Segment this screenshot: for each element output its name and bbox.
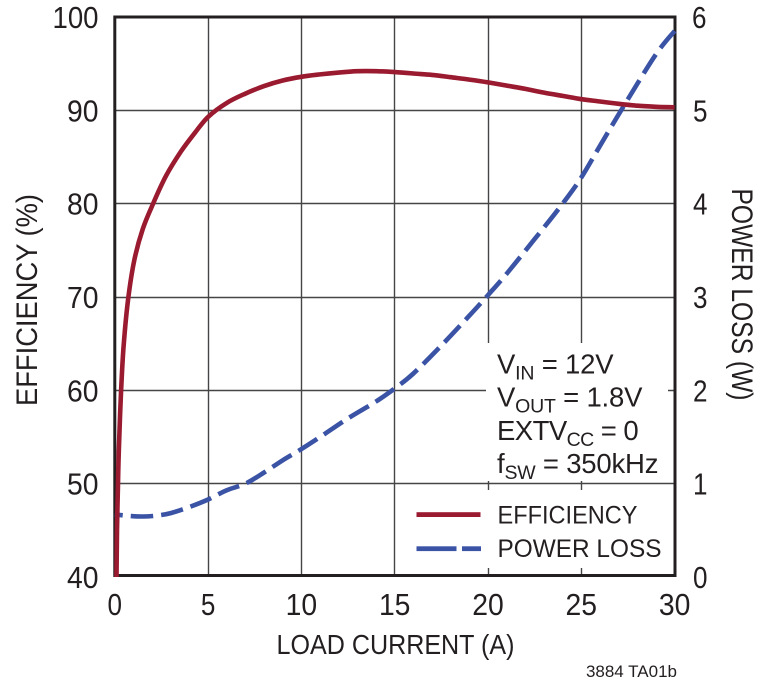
svg-text:20: 20 <box>472 587 504 622</box>
svg-text:40: 40 <box>67 560 99 595</box>
svg-text:100: 100 <box>53 0 99 35</box>
svg-text:6: 6 <box>692 0 707 35</box>
svg-text:5: 5 <box>693 93 708 128</box>
svg-text:0: 0 <box>108 587 123 622</box>
svg-text:70: 70 <box>67 280 99 315</box>
svg-text:fSW = 350kHz: fSW = 350kHz <box>497 448 658 484</box>
svg-text:50: 50 <box>67 467 99 502</box>
svg-text:VIN = 12V: VIN = 12V <box>497 349 614 385</box>
svg-text:1: 1 <box>693 467 708 502</box>
svg-text:5: 5 <box>201 587 216 622</box>
svg-text:90: 90 <box>67 93 99 128</box>
svg-text:LOAD CURRENT (A): LOAD CURRENT (A) <box>277 629 515 660</box>
svg-text:80: 80 <box>67 187 99 222</box>
svg-text:EFFICIENCY: EFFICIENCY <box>498 502 638 530</box>
svg-text:15: 15 <box>379 587 411 622</box>
svg-text:POWER LOSS: POWER LOSS <box>498 535 662 563</box>
svg-text:4: 4 <box>693 187 708 222</box>
svg-text:3884 TA01b: 3884 TA01b <box>586 662 677 681</box>
svg-text:30: 30 <box>659 587 691 622</box>
svg-text:3: 3 <box>693 280 708 315</box>
svg-text:2: 2 <box>693 373 708 408</box>
svg-text:POWER LOSS (W): POWER LOSS (W) <box>725 189 758 401</box>
svg-text:25: 25 <box>566 587 598 622</box>
svg-text:EFFICIENCY (%): EFFICIENCY (%) <box>11 194 44 406</box>
svg-text:VOUT = 1.8V: VOUT = 1.8V <box>497 382 643 418</box>
svg-text:10: 10 <box>286 587 318 622</box>
svg-text:60: 60 <box>67 373 99 408</box>
svg-text:0: 0 <box>693 560 708 595</box>
